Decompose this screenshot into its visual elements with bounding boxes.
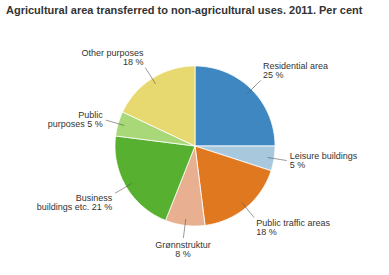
html-text:Agricultural area transferred: Agricultural area transferred to non-agr…	[6, 4, 363, 16]
svg-text:Other purposes18 %: Other purposes18 %	[82, 48, 145, 67]
svg-text:Leisure buildings5 %: Leisure buildings5 %	[290, 151, 358, 170]
svg-text:Residential area25 %: Residential area25 %	[263, 61, 328, 80]
svg-text:Publicpurposes 5 %: Publicpurposes 5 %	[48, 109, 104, 128]
svg-text:Businessbuildings etc. 21 %: Businessbuildings etc. 21 %	[37, 193, 113, 212]
svg-text:Public traffic areas18 %: Public traffic areas18 %	[256, 218, 330, 237]
svg-text:Grønnstruktur8 %: Grønnstruktur8 %	[155, 239, 211, 258]
